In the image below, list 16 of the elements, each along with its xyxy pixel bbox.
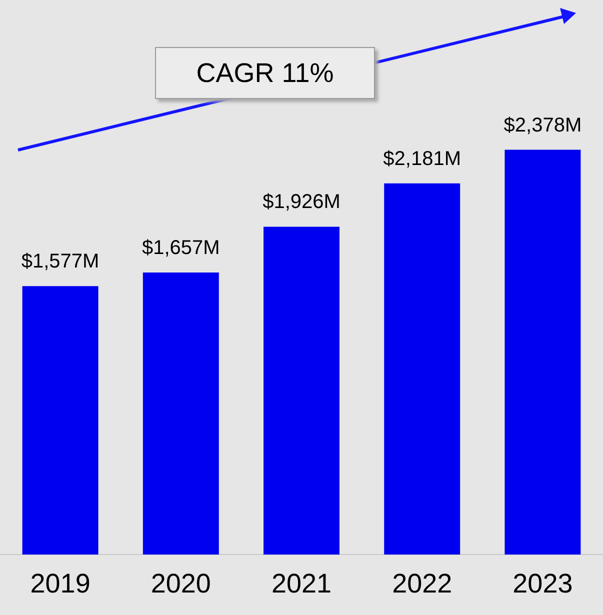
bar — [504, 150, 581, 555]
x-tick-label: 2023 — [512, 568, 573, 598]
data-label: $1,926M — [262, 191, 340, 214]
text: CAGR 11% — [155, 47, 375, 99]
data-label: $1,577M — [21, 250, 100, 273]
x-tick-label: 2020 — [150, 568, 211, 598]
data-label: $1,657M — [142, 237, 220, 260]
x-tick-label: 2022 — [392, 568, 452, 598]
bar — [264, 226, 340, 555]
bar — [22, 286, 98, 555]
data-label: $2,378M — [504, 114, 582, 136]
x-tick-label: 2019 — [30, 568, 90, 598]
data-label: $2,181M — [383, 148, 462, 170]
x-tick-label: 2021 — [271, 568, 332, 598]
bar — [384, 183, 460, 555]
bar — [142, 272, 219, 555]
